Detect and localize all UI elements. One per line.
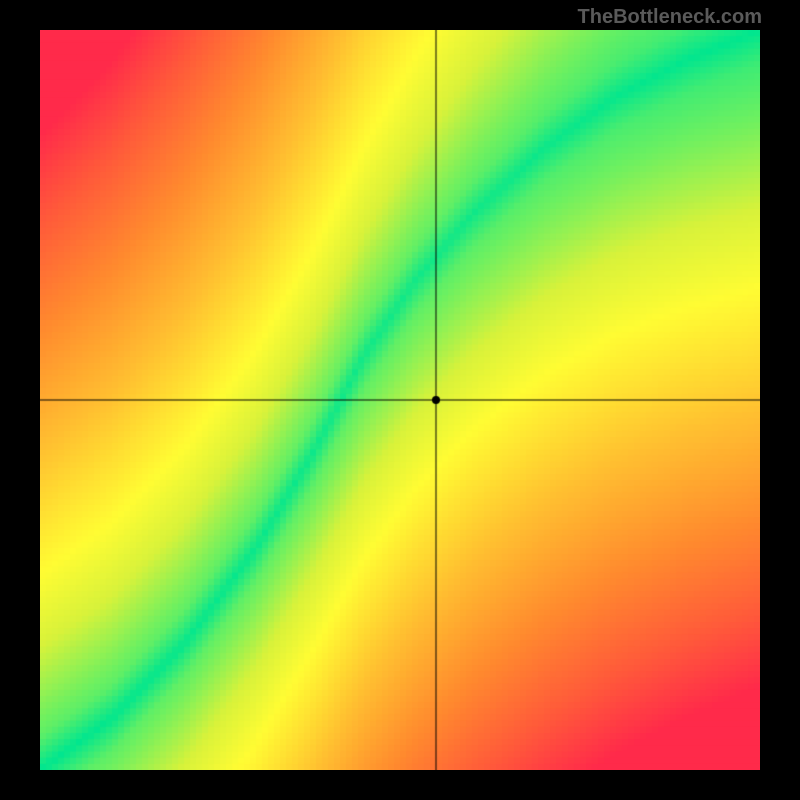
- heatmap-canvas: [40, 30, 760, 770]
- watermark-text: TheBottleneck.com: [578, 6, 762, 29]
- bottleneck-heatmap: [40, 30, 760, 770]
